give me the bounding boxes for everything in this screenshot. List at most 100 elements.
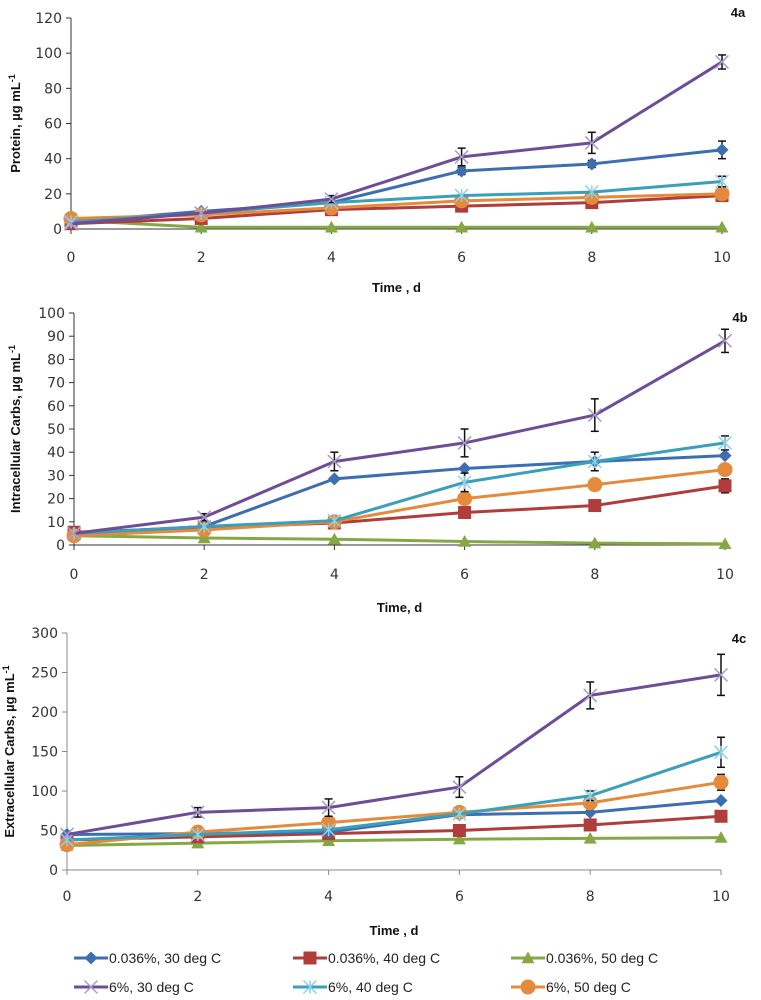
x-tick-label: 10 <box>712 889 730 905</box>
y-tick-label: 0 <box>49 863 58 879</box>
panel-label: 4c <box>732 631 746 646</box>
legend-item: 0.036%, 50 deg C <box>511 950 658 966</box>
data-point <box>324 192 339 207</box>
x-tick-label: 8 <box>590 567 599 583</box>
series-line <box>70 194 723 226</box>
data-point <box>59 827 75 842</box>
series-line <box>73 441 726 535</box>
y-axis-label-text: Extracellular Carbs, µg mL <box>2 673 17 837</box>
data-point <box>713 667 729 682</box>
legend-label: 0.036%, 50 deg C <box>546 950 658 966</box>
y-tick-label: 100 <box>31 784 58 800</box>
y-tick-label: 0 <box>53 222 62 238</box>
legend-label: 0.036%, 40 deg C <box>328 950 440 966</box>
data-point <box>194 206 209 221</box>
data-point <box>714 793 728 807</box>
data-point <box>587 408 602 423</box>
series-6-30-deg-c <box>63 54 730 231</box>
series-line <box>73 339 726 535</box>
y-tick-label: 300 <box>31 626 58 642</box>
y-tick-label: 20 <box>47 492 65 508</box>
data-point <box>714 186 730 202</box>
x-axis-label: Time , d <box>370 923 419 938</box>
x-tick-label: 10 <box>713 250 731 266</box>
y-tick-label: 50 <box>40 824 58 840</box>
data-point <box>718 479 732 493</box>
x-tick-label: 8 <box>587 250 596 266</box>
legend-label: 6%, 30 deg C <box>109 979 194 995</box>
data-point <box>452 780 467 795</box>
data-point <box>588 536 602 549</box>
data-point <box>715 143 729 157</box>
data-point <box>327 532 341 545</box>
series-line <box>66 814 722 842</box>
y-tick-label: 200 <box>31 705 58 721</box>
data-point <box>457 435 472 450</box>
legend-item: 0.036%, 40 deg C <box>293 950 440 966</box>
series-line <box>66 750 722 842</box>
y-tick-label: 250 <box>31 666 58 682</box>
x-tick-label: 6 <box>460 567 469 583</box>
y-tick-label: 60 <box>44 117 62 133</box>
legend-marker <box>303 951 317 965</box>
data-point <box>583 688 598 703</box>
x-tick-label: 0 <box>63 889 72 905</box>
x-tick-label: 6 <box>457 250 466 266</box>
y-tick-label: 80 <box>44 81 62 97</box>
data-point <box>194 220 208 233</box>
x-tick-label: 0 <box>67 250 76 266</box>
data-point <box>583 818 597 832</box>
series-6-30-deg-c <box>59 653 729 842</box>
data-point <box>458 506 472 520</box>
legend-item: 6%, 50 deg C <box>511 979 631 995</box>
series-6-40-deg-c <box>59 736 729 848</box>
x-tick-label: 6 <box>455 889 464 905</box>
y-tick-label: 60 <box>47 399 65 415</box>
y-tick-label: 0 <box>56 538 65 554</box>
legend: 0.036%, 30 deg C 0.036%, 40 deg C 0.036%, … <box>74 950 658 995</box>
x-tick-label: 10 <box>716 567 734 583</box>
data-point <box>714 831 728 843</box>
data-point <box>324 220 338 233</box>
data-point <box>718 537 732 550</box>
data-point <box>718 449 732 463</box>
y-tick-label: 10 <box>47 515 65 531</box>
data-point <box>66 526 82 541</box>
data-point <box>63 216 79 231</box>
y-tick-label: 20 <box>44 187 62 203</box>
x-tick-label: 2 <box>193 889 202 905</box>
chart-4a: 0 20 40 60 80 100 120 0 2 4 6 8 10 Time , d Protein, µ… <box>7 5 746 295</box>
legend-item: 6%, 40 deg C <box>293 979 413 995</box>
data-point <box>713 774 729 790</box>
legend-label: 0.036%, 30 deg C <box>109 950 221 966</box>
series-line <box>70 148 723 224</box>
y-axis-label-superscript: -1 <box>7 74 17 82</box>
data-point <box>588 499 602 513</box>
x-tick-label: 2 <box>197 250 206 266</box>
legend-label: 6%, 40 deg C <box>328 979 413 995</box>
y-tick-label: 50 <box>47 422 65 438</box>
data-point <box>457 491 473 507</box>
x-tick-label: 0 <box>70 567 79 583</box>
data-point <box>454 149 469 164</box>
legend-item: 0.036%, 30 deg C <box>74 950 221 966</box>
legend-marker <box>83 979 99 995</box>
data-point <box>584 135 599 150</box>
x-tick-label: 4 <box>327 250 336 266</box>
y-tick-label: 70 <box>47 376 65 392</box>
y-tick-label: 120 <box>35 11 62 27</box>
data-point <box>452 824 466 837</box>
y-tick-label: 80 <box>47 352 65 368</box>
series-line <box>73 534 726 546</box>
panel-label: 4a <box>731 5 746 20</box>
x-tick-label: 2 <box>200 567 209 583</box>
data-point <box>455 220 469 233</box>
y-axis-label-superscript: -1 <box>1 665 11 673</box>
y-axis-label: Intracellular Carbs, µg mL-1 <box>7 345 23 513</box>
data-point <box>585 220 599 233</box>
data-point <box>327 472 341 486</box>
chart-4b: 0 10 20 30 40 50 60 70 80 90 100 0 2 4 6 8 10 Time, d Intr… <box>7 306 748 615</box>
series-line <box>66 673 722 836</box>
y-axis-label-superscript: -1 <box>7 345 17 353</box>
data-point <box>714 54 730 69</box>
